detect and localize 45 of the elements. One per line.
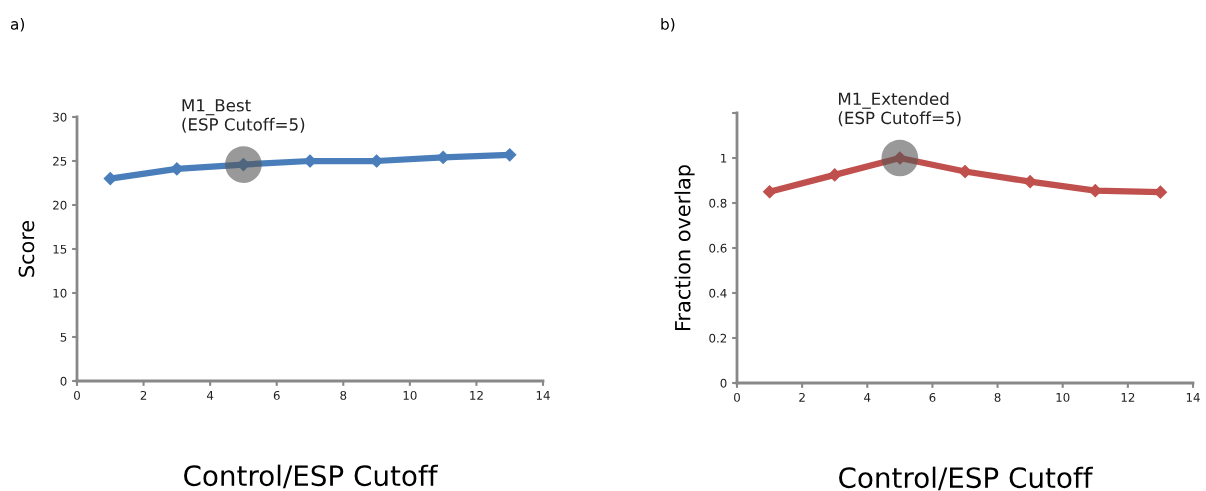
- text: b): [661, 18, 675, 32]
- x-tick-label: 2: [799, 392, 805, 402]
- y-tick-label: 0: [720, 378, 727, 388]
- x-tick-label: 8: [340, 390, 347, 400]
- point: [170, 162, 184, 176]
- point: [828, 168, 842, 182]
- x-tick-label: 12: [1121, 392, 1135, 402]
- point: [103, 172, 117, 186]
- point: [958, 164, 972, 179]
- y-axis-title: Fraction overlap: [674, 165, 695, 330]
- y-tick-label: 0.4: [709, 288, 727, 298]
- y-tick-label: 20: [53, 200, 67, 210]
- x-tick-label: 6: [929, 392, 936, 402]
- x-tick-label: 10: [1056, 392, 1070, 402]
- annotation: M1_Extended (ESP Cutoff=5): [838, 92, 961, 127]
- y-tick-label: 30: [53, 112, 67, 122]
- x-tick-label: 0: [734, 392, 740, 402]
- x-axis-title: Control/ESP Cutoff: [184, 464, 439, 489]
- y-tick-label: 10: [53, 288, 67, 298]
- y-tick-label: 15: [53, 244, 67, 254]
- point: [1023, 175, 1037, 189]
- y-tick-label: 0.8: [709, 198, 727, 208]
- point: [762, 185, 777, 199]
- point: [503, 148, 517, 162]
- x-tick-label: 14: [1186, 393, 1200, 402]
- y-tick-label: 1: [721, 153, 727, 163]
- x-tick-label: 12: [470, 390, 483, 400]
- y-tick-label: 5: [60, 332, 67, 342]
- y-tick-label: 0: [60, 376, 67, 386]
- annotation: M1_Best (ESP Cutoff=5): [182, 99, 305, 133]
- y-axis-title: Score: [18, 220, 35, 277]
- y-tick-label: 25: [53, 156, 67, 166]
- x-tick-label: 4: [864, 393, 871, 402]
- x-tick-label: 6: [273, 390, 280, 400]
- x-tick-label: 14: [536, 391, 550, 400]
- x-tick-label: 10: [403, 390, 417, 400]
- x-axis-title: Control/ESP Cutoff: [839, 466, 1094, 491]
- text: a): [10, 18, 25, 32]
- y-tick-label: 0.2: [709, 333, 727, 343]
- point: [1088, 184, 1102, 198]
- x-tick-label: 4: [206, 391, 214, 400]
- x-tick-label: 0: [74, 390, 80, 400]
- x-tick-label: 2: [140, 390, 147, 400]
- y-tick-label: 0.6: [709, 243, 727, 253]
- x-tick-label: 8: [994, 392, 1001, 402]
